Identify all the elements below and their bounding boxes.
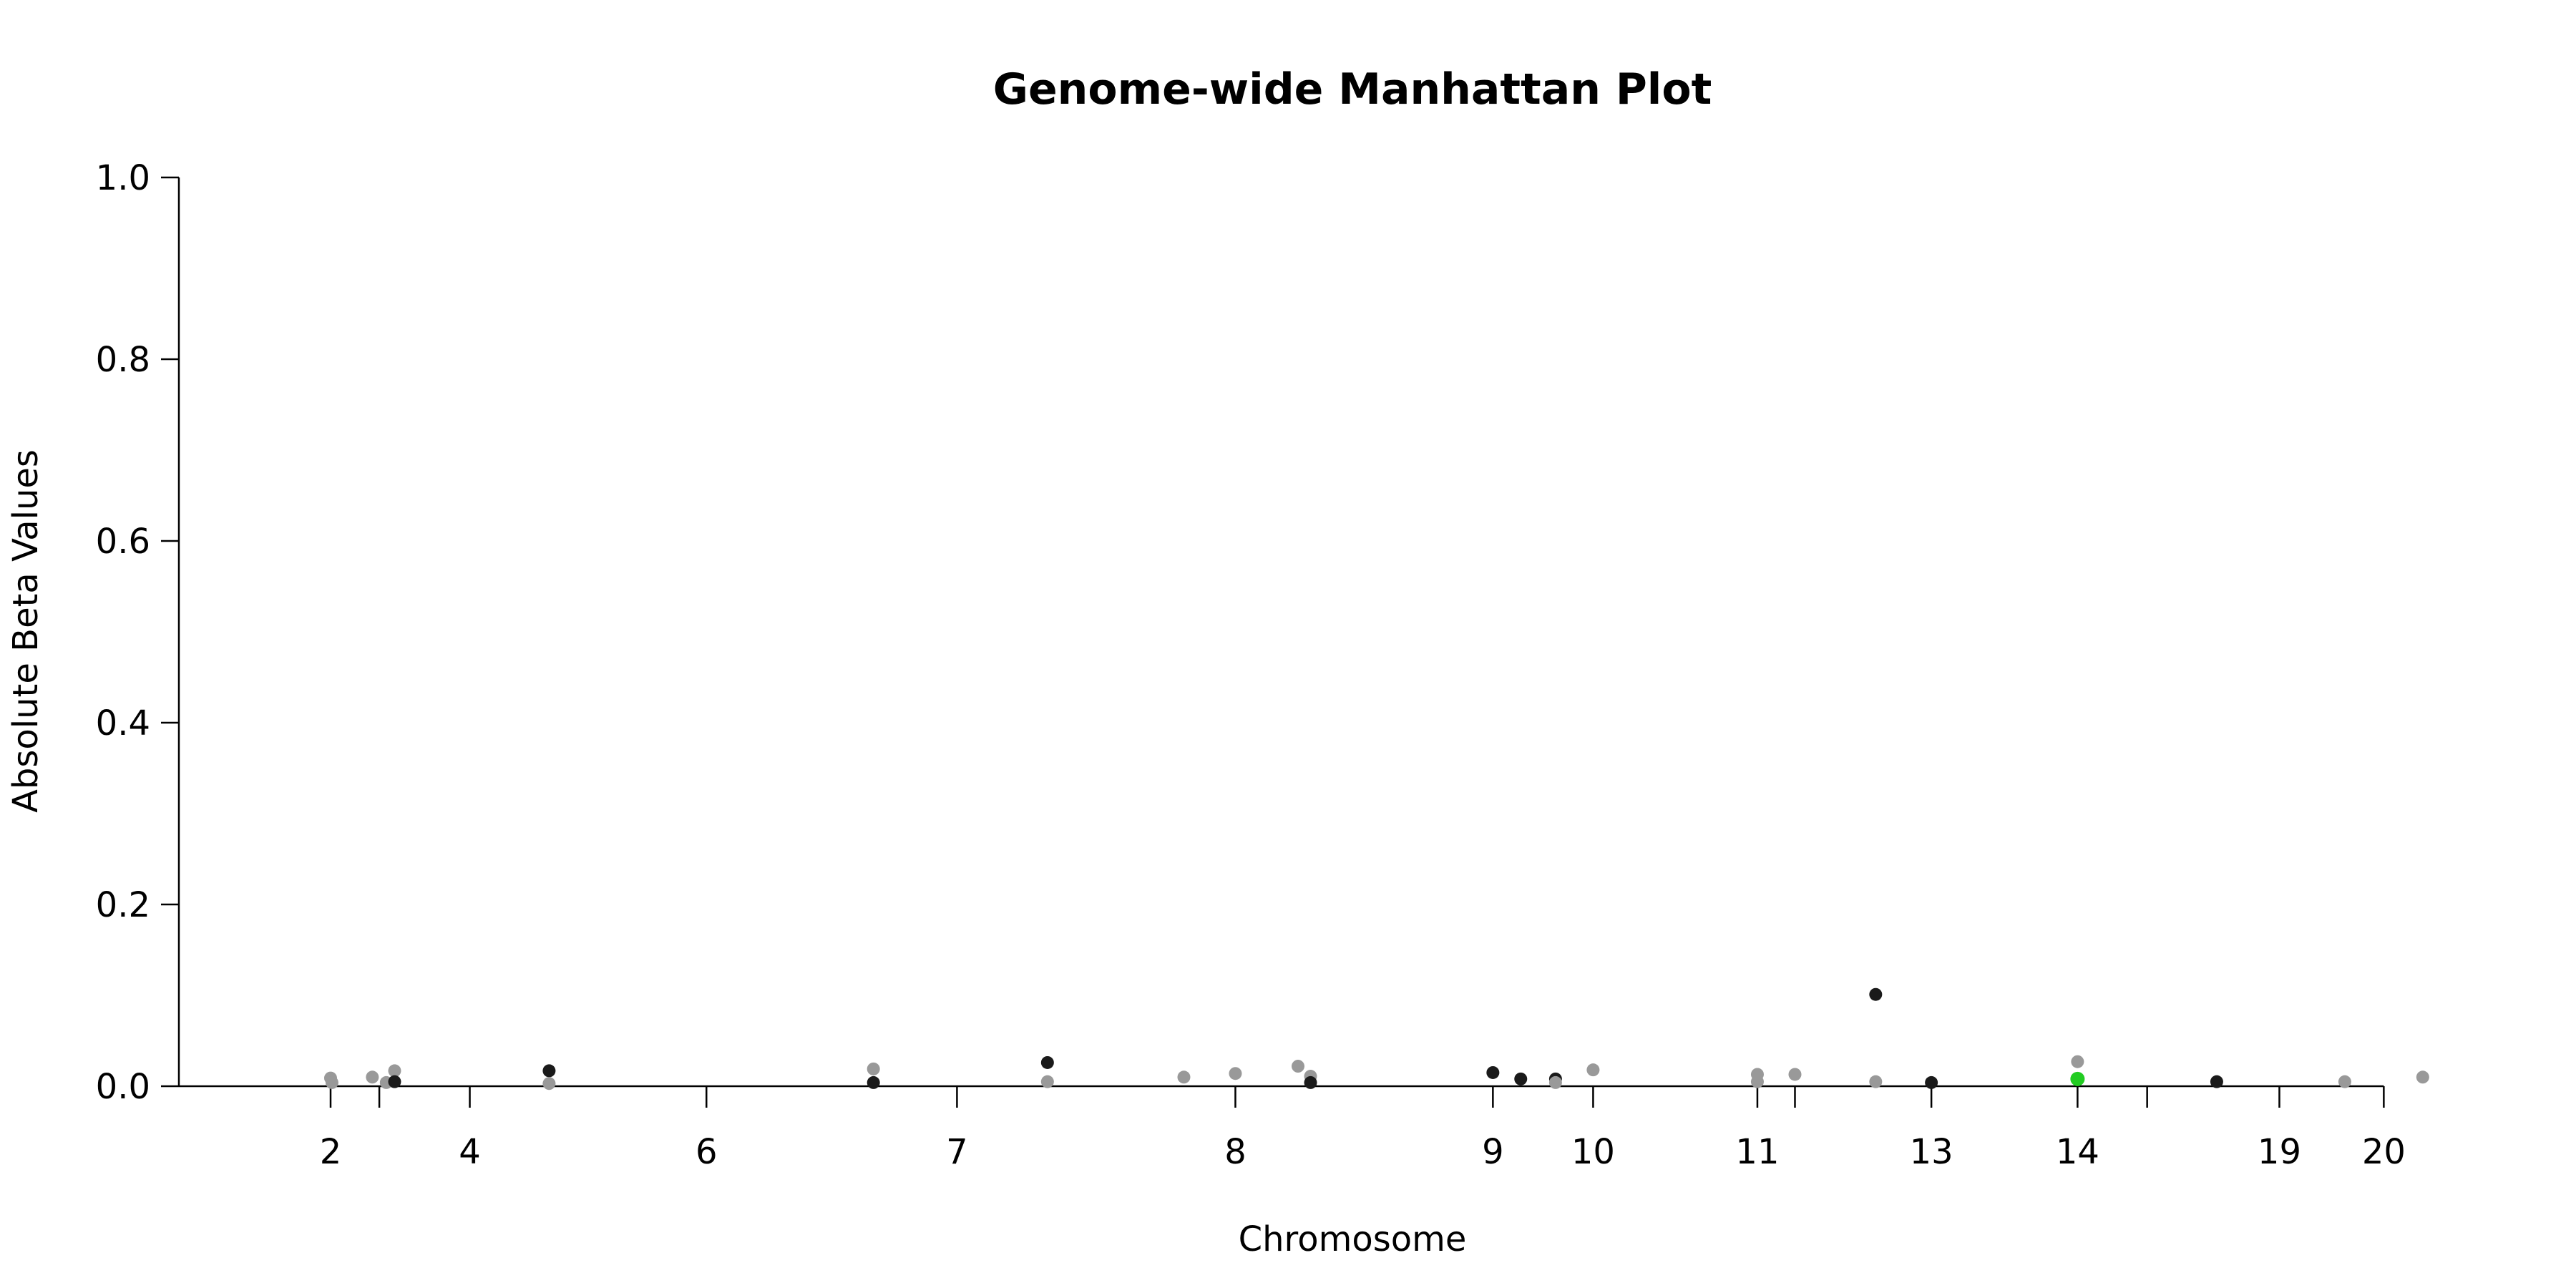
x-tick-label: 20 bbox=[2362, 1132, 2406, 1172]
data-point bbox=[2070, 1071, 2085, 1086]
data-point bbox=[1304, 1075, 1317, 1089]
y-tick-label: 0.0 bbox=[96, 1067, 150, 1107]
data-point bbox=[1586, 1063, 1600, 1077]
data-point bbox=[1750, 1075, 1764, 1088]
x-tick-label: 4 bbox=[459, 1132, 481, 1172]
data-point bbox=[1040, 1075, 1054, 1088]
data-point bbox=[1486, 1065, 1500, 1079]
data-point bbox=[2071, 1055, 2084, 1068]
y-tick-label: 0.6 bbox=[96, 522, 150, 562]
x-tick-label: 2 bbox=[320, 1132, 342, 1172]
x-tick-label: 9 bbox=[1482, 1132, 1504, 1172]
data-point bbox=[325, 1075, 338, 1089]
data-point bbox=[1788, 1068, 1802, 1081]
data-point bbox=[2338, 1075, 2351, 1088]
x-axis: 2 4 6 7 8 9 10 11 13 14 19 20 bbox=[179, 1085, 2406, 1172]
x-tick-label: 8 bbox=[1224, 1132, 1246, 1172]
data-point bbox=[1292, 1060, 1305, 1073]
data-point bbox=[388, 1064, 401, 1078]
x-tick-label: 7 bbox=[946, 1132, 968, 1172]
data-point bbox=[1869, 987, 1883, 1001]
data-point bbox=[1040, 1055, 1054, 1069]
data-point bbox=[542, 1077, 556, 1091]
data-point bbox=[1229, 1067, 1242, 1080]
x-tick-label: 6 bbox=[696, 1132, 718, 1172]
data-point bbox=[1177, 1070, 1191, 1084]
data-point bbox=[2210, 1075, 2223, 1088]
y-tick-label: 0.2 bbox=[96, 885, 150, 925]
x-tick-label: 10 bbox=[1571, 1132, 1615, 1172]
data-point bbox=[1514, 1072, 1528, 1085]
data-point bbox=[867, 1062, 880, 1075]
y-axis-label: Absolute Beta Values bbox=[6, 449, 46, 813]
data-point bbox=[1925, 1075, 1938, 1089]
y-tick-label: 0.4 bbox=[96, 703, 150, 743]
data-point bbox=[2416, 1070, 2429, 1084]
data-point bbox=[388, 1075, 401, 1088]
x-axis-label: Chromosome bbox=[1239, 1219, 1467, 1259]
data-point bbox=[867, 1075, 880, 1089]
data-point bbox=[1548, 1075, 1562, 1089]
data-point bbox=[1869, 1075, 1883, 1088]
y-tick-label: 0.8 bbox=[96, 340, 150, 380]
x-tick-label: 19 bbox=[2258, 1132, 2301, 1172]
x-tick-label: 13 bbox=[1910, 1132, 1953, 1172]
y-tick-label: 1.0 bbox=[96, 158, 150, 198]
data-points bbox=[324, 987, 2429, 1091]
chart-title: Genome-wide Manhattan Plot bbox=[993, 64, 1712, 114]
data-point bbox=[366, 1070, 379, 1084]
x-tick-label: 11 bbox=[1735, 1132, 1779, 1172]
y-axis: 0.0 0.2 0.4 0.6 0.8 1.0 bbox=[96, 158, 180, 1107]
x-tick-label: 14 bbox=[2056, 1132, 2099, 1172]
data-point bbox=[542, 1064, 556, 1078]
